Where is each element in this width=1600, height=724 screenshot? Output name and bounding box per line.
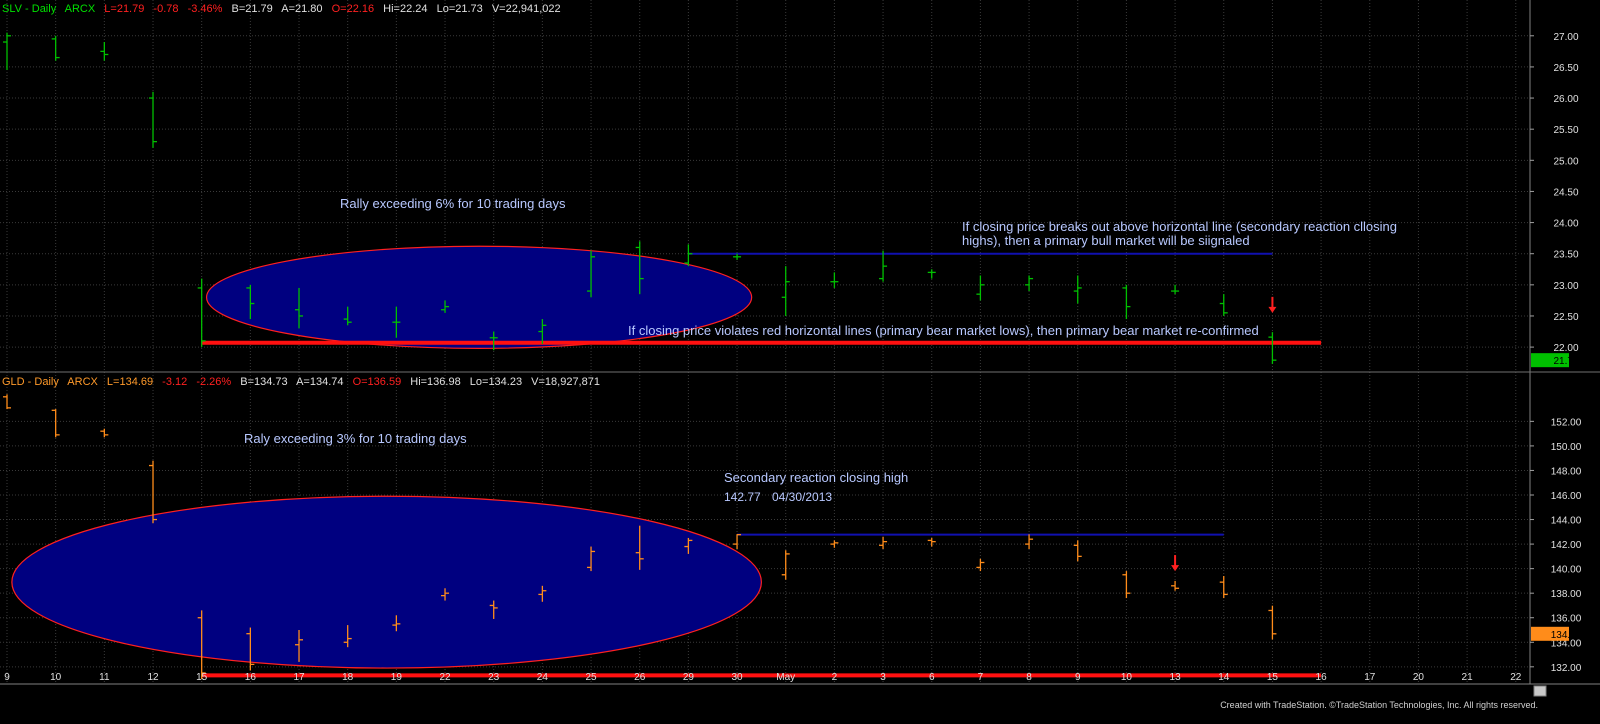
gld-rally-annotation: Raly exceeding 3% for 10 trading days <box>244 431 467 446</box>
gld-y-tick-label: 152.00 <box>1551 417 1582 428</box>
slv-y-tick-label: 25.50 <box>1553 125 1578 136</box>
x-tick-label: 13 <box>1170 672 1182 683</box>
slv-last-price-tag-label: 21.76 <box>1553 356 1578 367</box>
gld-y-tick-label: 148.00 <box>1551 466 1582 477</box>
x-tick-label: 11 <box>99 672 110 683</box>
x-tick-label: 15 <box>1267 672 1279 683</box>
x-tick-label: 14 <box>1218 672 1230 683</box>
x-tick-label: 16 <box>245 672 257 683</box>
gld-down-arrow-head <box>1171 565 1180 572</box>
x-tick-label: 3 <box>880 672 886 683</box>
x-tick-label: 22 <box>439 672 451 683</box>
slv-y-tick-label: 25.00 <box>1553 156 1578 167</box>
gld-y-tick-label: 132.00 <box>1551 663 1582 674</box>
gld-header: GLD - Daily ARCX L=134.69 -3.12 -2.26% B… <box>2 376 600 388</box>
x-tick-label: 19 <box>391 672 403 683</box>
x-tick-label: 29 <box>683 672 695 683</box>
gld-y-tick-label: 138.00 <box>1551 589 1582 600</box>
gld-secondary-annotation: Secondary reaction closing high <box>724 470 908 485</box>
x-tick-label: 9 <box>1075 672 1081 683</box>
slv-bear-annotation: If closing price violates red horizontal… <box>628 323 1259 338</box>
slv-y-tick-label: 23.00 <box>1553 281 1578 292</box>
x-tick-label: 18 <box>342 672 354 683</box>
slv-y-tick-label: 24.00 <box>1553 219 1578 230</box>
slv-y-tick-label: 27.00 <box>1553 32 1578 43</box>
gld-y-tick-label: 146.00 <box>1551 491 1582 502</box>
x-tick-label: 24 <box>537 672 549 683</box>
gld-secondary-value: 142.77 <box>724 490 761 504</box>
gld-y-tick-label: 144.00 <box>1551 516 1582 527</box>
x-tick-label: May <box>776 672 795 683</box>
x-tick-label: 20 <box>1413 672 1425 683</box>
gld-y-tick-label: 140.00 <box>1551 565 1582 576</box>
slv-down-arrow-head <box>1268 306 1277 313</box>
gld-rally-ellipse <box>11 495 762 669</box>
x-tick-label: 21 <box>1462 672 1474 683</box>
slv-y-tick-label: 26.50 <box>1553 63 1578 74</box>
slv-rally-annotation: Rally exceeding 6% for 10 trading days <box>340 196 566 211</box>
slv-last-price-tag <box>1531 353 1569 368</box>
chart-scroll-button <box>1533 685 1547 697</box>
gld-last-price-tag-label: 134.63 <box>1551 630 1582 641</box>
x-tick-label: 17 <box>293 672 305 683</box>
x-tick-label: 16 <box>1316 672 1328 683</box>
slv-y-tick-label: 22.00 <box>1553 343 1578 354</box>
slv-bull-annotation-line2: highs), then a primary bull market will … <box>962 233 1250 248</box>
slv-bull-annotation-line1: If closing price breaks out above horizo… <box>962 219 1397 234</box>
slv-y-tick-label: 26.00 <box>1553 94 1578 105</box>
x-tick-label: 26 <box>634 672 646 683</box>
x-tick-label: 10 <box>50 672 62 683</box>
slv-header: SLV - Daily ARCX L=21.79 -0.78 -3.46% B=… <box>2 3 561 15</box>
x-tick-label: 8 <box>1026 672 1032 683</box>
x-tick-label: 10 <box>1121 672 1133 683</box>
gld-secondary-date: 04/30/2013 <box>772 490 832 504</box>
gld-y-tick-label: 142.00 <box>1551 540 1582 551</box>
gld-last-price-tag <box>1531 626 1569 641</box>
slv-rally-ellipse <box>205 245 753 349</box>
gld-y-tick-label: 134.00 <box>1551 638 1582 649</box>
gld-y-tick-label: 150.00 <box>1551 442 1582 453</box>
slv-y-tick-label: 22.50 <box>1553 312 1578 323</box>
x-tick-label: 15 <box>196 672 208 683</box>
x-tick-label: 23 <box>488 672 500 683</box>
x-tick-label: 17 <box>1364 672 1376 683</box>
gld-y-tick-label: 136.00 <box>1551 614 1582 625</box>
footer-credit: Created with TradeStation. ©TradeStation… <box>1220 700 1538 710</box>
x-tick-label: 7 <box>978 672 984 683</box>
x-tick-label: 6 <box>929 672 935 683</box>
x-tick-label: 25 <box>585 672 597 683</box>
x-tick-label: 12 <box>147 672 159 683</box>
x-tick-label: 2 <box>832 672 838 683</box>
slv-y-tick-label: 23.50 <box>1553 250 1578 261</box>
x-tick-label: 9 <box>4 672 10 683</box>
x-tick-label: 22 <box>1510 672 1522 683</box>
x-tick-label: 30 <box>731 672 743 683</box>
slv-y-tick-label: 24.50 <box>1553 187 1578 198</box>
